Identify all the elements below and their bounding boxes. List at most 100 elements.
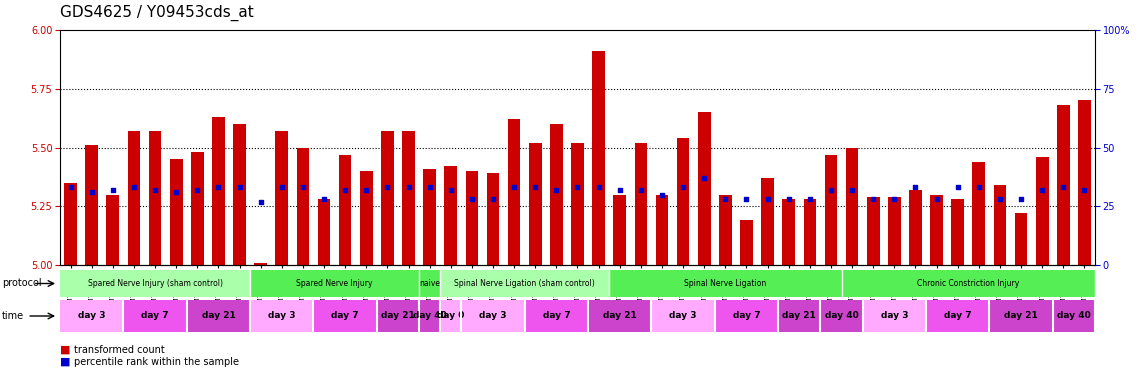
Bar (652, 300, 714, 332)
Text: day 3: day 3 (78, 311, 105, 321)
Point (695, 175, 713, 181)
Bar (1014, 213, 1027, 265)
Bar (804, 199, 816, 265)
Bar (127, 131, 141, 265)
Point (315, 196, 333, 202)
Point (294, 184, 313, 190)
Bar (719, 195, 732, 265)
Point (1012, 196, 1030, 202)
Point (420, 184, 439, 190)
Bar (1079, 101, 1091, 265)
Point (632, 187, 650, 193)
Text: day 3: day 3 (881, 311, 908, 321)
Text: Spared Nerve Injury: Spared Nerve Injury (297, 279, 373, 288)
Bar (1036, 157, 1049, 265)
Text: Spared Nerve Injury (sham control): Spared Nerve Injury (sham control) (87, 279, 222, 288)
Point (885, 196, 903, 202)
Bar (740, 220, 752, 265)
Bar (314, 300, 377, 332)
Bar (862, 300, 926, 332)
Point (378, 184, 396, 190)
Bar (169, 159, 182, 265)
Bar (926, 300, 989, 332)
Text: ■: ■ (60, 357, 71, 367)
Bar (994, 185, 1006, 265)
Text: day 21: day 21 (782, 311, 816, 321)
Text: day 40: day 40 (824, 311, 859, 321)
Bar (589, 300, 652, 332)
Point (357, 187, 376, 193)
Bar (360, 171, 372, 265)
Bar (212, 117, 224, 265)
Text: day 3: day 3 (670, 311, 697, 321)
Bar (656, 195, 669, 265)
Point (188, 187, 206, 193)
Point (104, 187, 123, 193)
Point (125, 184, 143, 190)
Bar (487, 173, 499, 265)
Text: day 7: day 7 (543, 311, 570, 321)
Bar (909, 190, 922, 265)
Bar (1057, 105, 1069, 265)
Point (864, 196, 883, 202)
Bar (824, 154, 837, 265)
Bar (761, 178, 774, 265)
Point (716, 196, 734, 202)
Point (653, 192, 671, 198)
Point (442, 187, 460, 193)
Bar (507, 119, 521, 265)
Point (674, 184, 693, 190)
Point (610, 187, 629, 193)
Bar (339, 154, 352, 265)
Bar (60, 300, 124, 332)
Bar (419, 270, 440, 297)
Bar (419, 300, 440, 332)
Bar (972, 162, 985, 265)
Bar (677, 138, 689, 265)
Point (970, 184, 988, 190)
Bar (234, 124, 246, 265)
Point (843, 187, 861, 193)
Text: Spinal Nerve Ligation (sham control): Spinal Nerve Ligation (sham control) (455, 279, 595, 288)
Bar (250, 270, 419, 297)
Bar (779, 300, 821, 332)
Bar (297, 147, 309, 265)
Point (484, 196, 503, 202)
Text: day 21: day 21 (1004, 311, 1039, 321)
Text: day 3: day 3 (480, 311, 507, 321)
Point (737, 196, 756, 202)
Text: Spinal Nerve Ligation: Spinal Nerve Ligation (685, 279, 766, 288)
Text: percentile rank within the sample: percentile rank within the sample (74, 357, 239, 367)
Text: day 21: day 21 (603, 311, 637, 321)
Point (990, 196, 1009, 202)
Bar (609, 270, 842, 297)
Point (1075, 187, 1093, 193)
Point (568, 184, 586, 190)
Bar (402, 131, 414, 265)
Bar (86, 145, 98, 265)
Point (927, 196, 946, 202)
Bar (444, 166, 457, 265)
Bar (782, 199, 795, 265)
Point (82, 189, 101, 195)
Text: day 7: day 7 (733, 311, 760, 321)
Bar (250, 300, 314, 332)
Bar (951, 199, 964, 265)
Bar (381, 131, 394, 265)
Bar (930, 195, 943, 265)
Text: day 7: day 7 (943, 311, 971, 321)
Bar (842, 270, 1095, 297)
Text: day 0: day 0 (437, 311, 465, 321)
Point (822, 187, 840, 193)
Bar (149, 131, 161, 265)
Text: GDS4625 / Y09453cds_at: GDS4625 / Y09453cds_at (60, 5, 254, 21)
Bar (276, 131, 289, 265)
Bar (524, 300, 589, 332)
Text: day 3: day 3 (268, 311, 295, 321)
Point (948, 184, 966, 190)
Text: day 40: day 40 (412, 311, 447, 321)
Bar (867, 197, 879, 265)
Bar (60, 270, 250, 297)
Bar (187, 300, 250, 332)
Bar (106, 195, 119, 265)
